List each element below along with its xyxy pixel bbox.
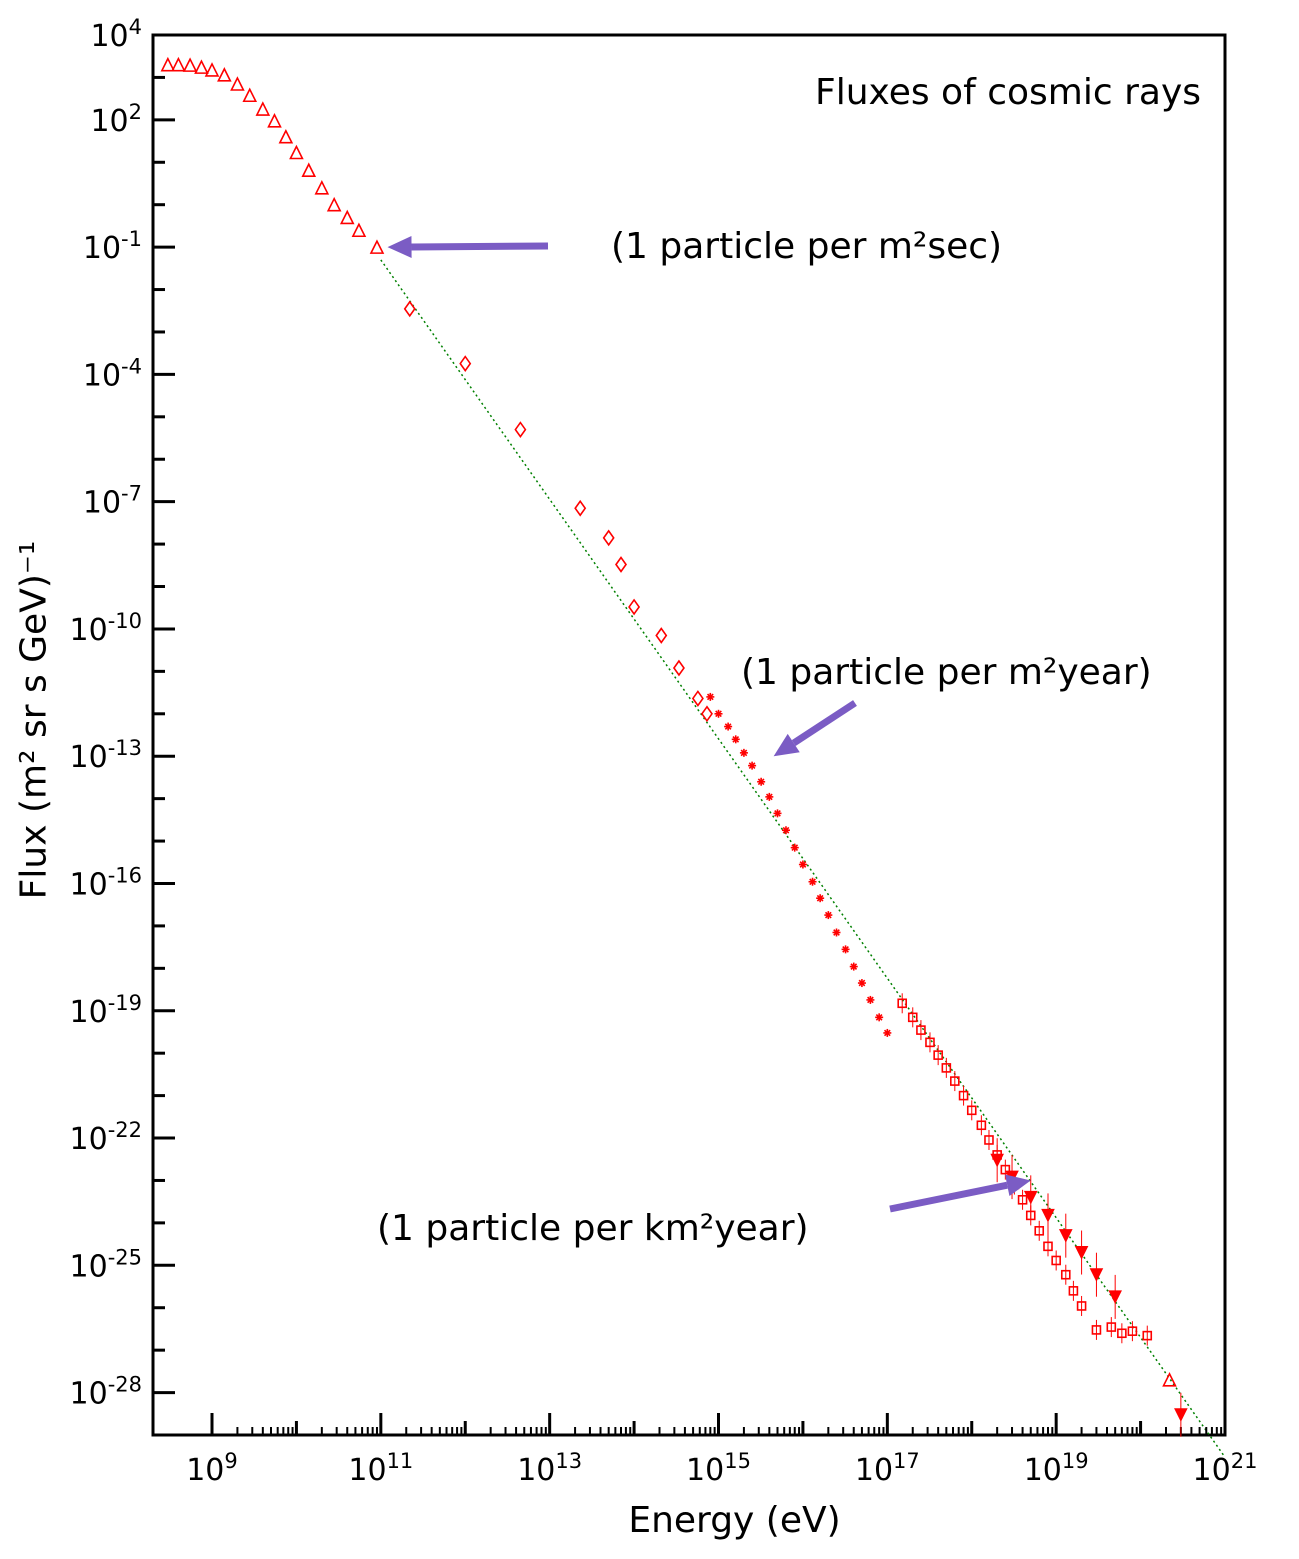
- star-marker: [798, 860, 807, 869]
- star-marker: [857, 979, 866, 988]
- x-tick-label: 1017: [855, 1449, 920, 1488]
- annotation-arrow-head: [1005, 1174, 1031, 1197]
- star-marker: [866, 995, 875, 1004]
- triangle-marker: [230, 76, 245, 91]
- star-marker: [706, 692, 715, 701]
- triangle-marker: [369, 239, 385, 254]
- annotation-per-m2-year: (1 particle per m²year): [741, 652, 1152, 693]
- annotation-arrow-shaft: [411, 242, 549, 251]
- star-marker: [748, 761, 757, 770]
- x-tick-label: 1021: [1193, 1449, 1258, 1488]
- triangle-marker: [242, 87, 258, 103]
- triangle-marker: [194, 59, 209, 74]
- triangle-marker: [255, 101, 271, 116]
- y-tick-label: 10-28: [70, 1373, 143, 1412]
- triangle-marker: [267, 113, 282, 128]
- star-marker: [739, 748, 748, 757]
- y-tick-label: 10-10: [70, 609, 143, 648]
- diamond-marker: [672, 659, 685, 677]
- y-axis-label: Flux (m² sr s GeV)⁻¹: [13, 540, 55, 900]
- diamond-marker: [628, 598, 641, 616]
- y-tick-label: 10-16: [70, 863, 143, 902]
- star-marker: [841, 945, 850, 954]
- diamond-marker: [459, 355, 472, 372]
- chart-title: Fluxes of cosmic rays: [814, 72, 1201, 113]
- triangle-marker: [217, 67, 232, 82]
- triangle-marker: [1162, 1372, 1177, 1387]
- triangle-marker: [339, 209, 355, 225]
- triangle-marker: [182, 57, 198, 72]
- triangle-marker: [314, 180, 330, 195]
- x-tick-label: 1019: [1024, 1449, 1089, 1488]
- plot-frame: [151, 33, 1227, 1437]
- x-tick-label: 109: [186, 1449, 238, 1488]
- star-marker: [731, 735, 740, 744]
- star-marker: [757, 777, 766, 786]
- diamond-marker: [574, 499, 587, 517]
- y-tick-label: 102: [90, 100, 142, 139]
- annotation-arrow-head: [387, 235, 412, 258]
- triangle-marker: [171, 56, 186, 72]
- x-tick-label: 1011: [348, 1449, 413, 1488]
- star-marker: [849, 962, 858, 971]
- diamond-marker: [691, 690, 704, 707]
- star-marker: [875, 1013, 884, 1022]
- marker-layer: [160, 56, 1188, 1437]
- x-tick-label: 1013: [517, 1449, 582, 1488]
- triangle-marker: [204, 62, 220, 77]
- triangle-marker: [278, 128, 294, 144]
- fit-line-layer: [380, 259, 1226, 1458]
- y-tick-label: 10-25: [70, 1245, 143, 1284]
- y-tick-label: 10-1: [83, 227, 142, 266]
- triangle-marker: [351, 222, 367, 238]
- star-marker: [781, 826, 790, 835]
- y-tick-label: 10-19: [70, 991, 143, 1030]
- x-axis-label: Energy (eV): [628, 1500, 841, 1541]
- triangle-marker: [289, 144, 304, 160]
- y-tick-label: 10-4: [83, 354, 142, 393]
- star-marker: [765, 792, 774, 801]
- annotation-arrows: [387, 235, 1031, 1213]
- annotation-per-m2-sec: (1 particle per m²sec): [611, 226, 1003, 267]
- star-marker: [816, 894, 825, 903]
- diamond-marker: [403, 300, 416, 318]
- fit-line: [380, 259, 1226, 1458]
- star-marker: [832, 928, 841, 937]
- diamond-marker: [602, 529, 615, 547]
- star-marker: [773, 809, 782, 818]
- diamond-marker: [615, 556, 627, 573]
- triangle-marker: [326, 196, 342, 212]
- triangle-marker: [301, 162, 317, 178]
- triangle-marker: [160, 56, 176, 72]
- star-marker: [724, 722, 733, 731]
- star-marker: [790, 843, 799, 852]
- y-tick-label: 104: [90, 15, 142, 54]
- y-tick-label: 10-7: [83, 482, 142, 521]
- star-marker: [824, 911, 833, 920]
- y-tick-label: 10-13: [70, 736, 143, 775]
- diamond-marker: [700, 705, 713, 723]
- star-marker: [883, 1028, 892, 1037]
- annotation-arrow-shaft: [889, 1181, 1008, 1213]
- star-marker: [808, 877, 817, 886]
- x-tick-label: 1015: [686, 1449, 751, 1488]
- annotation-arrow-head: [773, 733, 800, 757]
- y-tick-label: 10-22: [70, 1118, 143, 1157]
- tick-layer: 104 102 10-1 10-4 10-7 10-10 10-13 10-16 10-19 10…: [70, 15, 1258, 1488]
- annotation-arrow-shaft: [791, 700, 857, 747]
- star-marker: [714, 709, 723, 718]
- annotation-per-km2-year: (1 particle per km²year): [377, 1208, 809, 1249]
- diamond-marker: [655, 627, 668, 644]
- diamond-marker: [514, 421, 527, 438]
